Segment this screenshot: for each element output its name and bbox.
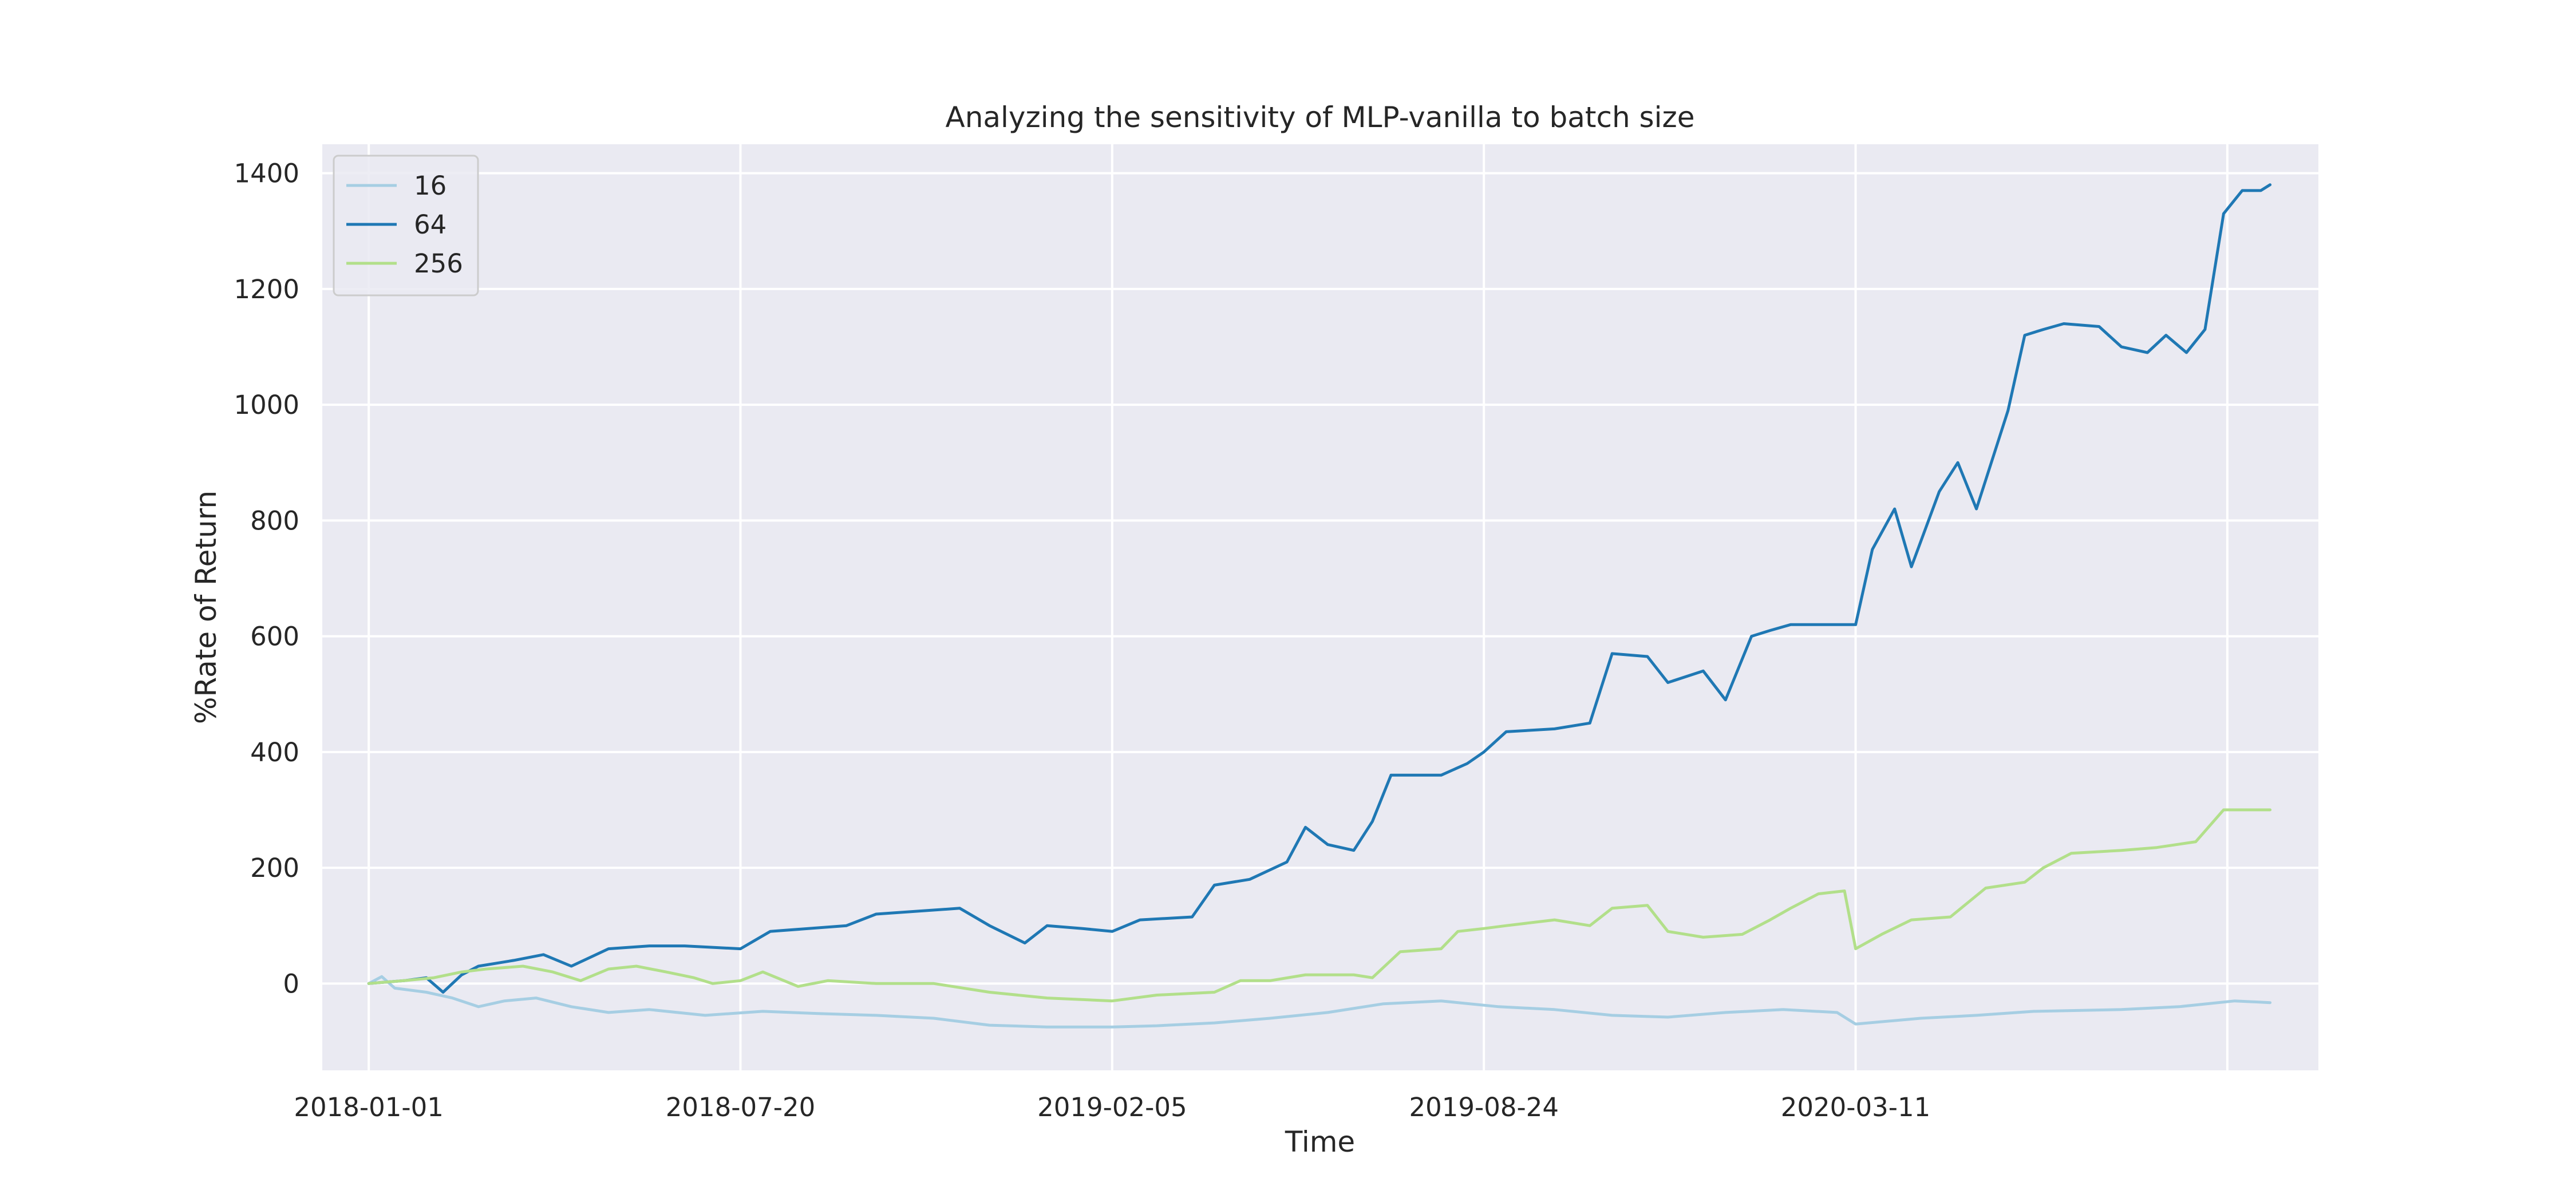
y-tick-label: 1200 [234, 274, 299, 305]
plot-area [322, 144, 2318, 1070]
y-axis-label: %Rate of Return [189, 491, 223, 724]
legend-label: 256 [414, 248, 463, 279]
x-axis-label: Time [1285, 1125, 1355, 1158]
legend: 16 64 256 [333, 155, 479, 296]
series-line-64 [367, 183, 2272, 994]
legend-box [333, 155, 479, 296]
y-tick-label: 1400 [234, 159, 299, 189]
x-tick-label: 2020-03-11 [1781, 1092, 1931, 1122]
series-line-256 [367, 808, 2272, 1003]
grid [322, 144, 2318, 1070]
y-tick-label: 1000 [234, 390, 299, 420]
y-tick-label: 0 [283, 968, 299, 999]
y-tick-label: 400 [250, 737, 299, 768]
chart-title: Analyzing the sensitivity of MLP-vanilla… [946, 101, 1695, 134]
legend-label: 64 [414, 209, 447, 240]
x-tick-label: 2018-07-20 [666, 1092, 816, 1122]
y-tick-label: 200 [250, 853, 299, 883]
y-tick-label: 600 [250, 622, 299, 652]
series-lines [367, 183, 2272, 1029]
x-tick-label: 2019-02-05 [1037, 1092, 1187, 1122]
tick-labels: 2018-01-01 2018-07-20 2019-02-05 2019-08-24… [234, 159, 1930, 1122]
y-tick-label: 800 [250, 505, 299, 536]
series-line-16 [367, 975, 2272, 1029]
x-tick-label: 2018-01-01 [294, 1092, 444, 1122]
legend-label: 16 [414, 171, 447, 201]
x-tick-label: 2019-08-24 [1409, 1092, 1559, 1122]
